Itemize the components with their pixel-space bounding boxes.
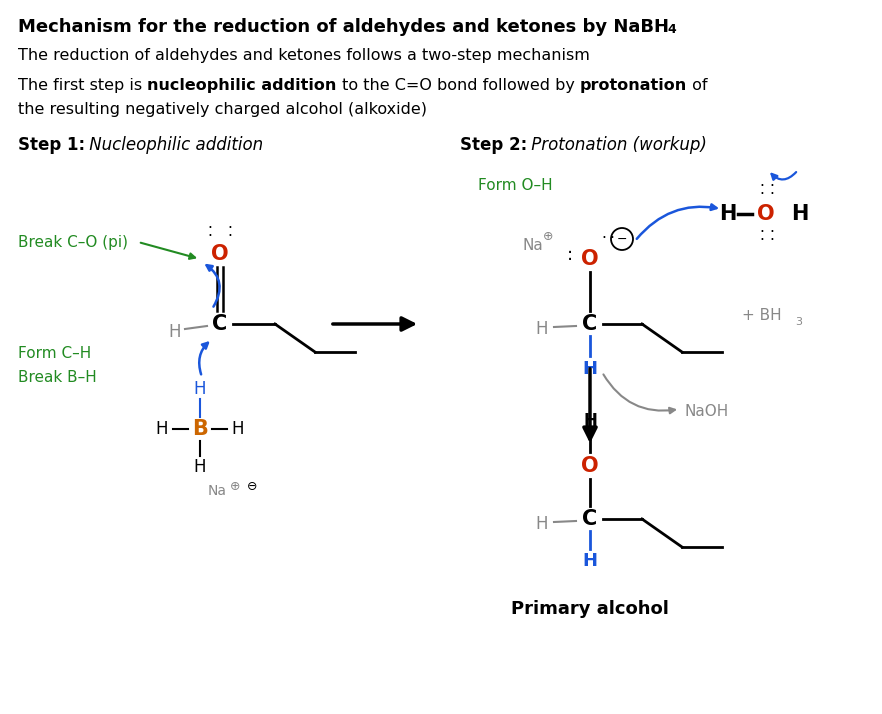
Text: NaOH: NaOH xyxy=(685,405,729,420)
Text: O: O xyxy=(211,244,228,264)
Text: Break C–O (pi): Break C–O (pi) xyxy=(18,234,128,249)
Text: H: H xyxy=(168,323,181,341)
Text: ⊕: ⊕ xyxy=(229,481,240,493)
Text: H: H xyxy=(582,360,597,378)
Text: O: O xyxy=(581,249,599,269)
Text: Protonation (workup): Protonation (workup) xyxy=(526,136,706,154)
Text: O: O xyxy=(757,204,774,224)
Text: C: C xyxy=(582,314,598,334)
Text: the resulting negatively charged alcohol (alkoxide): the resulting negatively charged alcohol… xyxy=(18,102,427,117)
Text: ·: · xyxy=(609,231,615,246)
Text: ·: · xyxy=(602,231,607,246)
Text: 3: 3 xyxy=(795,317,802,327)
Text: :: : xyxy=(567,246,573,264)
Text: B: B xyxy=(192,419,208,439)
Text: ·: · xyxy=(759,233,765,248)
Text: Form C–H: Form C–H xyxy=(18,346,91,361)
Text: H: H xyxy=(583,412,597,430)
Text: H: H xyxy=(156,420,168,438)
Text: H: H xyxy=(232,420,244,438)
Text: H: H xyxy=(194,458,206,476)
Text: −: − xyxy=(617,233,627,246)
Text: H: H xyxy=(720,204,736,224)
Text: Mechanism for the reduction of aldehydes and ketones by NaBH: Mechanism for the reduction of aldehydes… xyxy=(18,18,669,36)
Text: nucleophilic addition: nucleophilic addition xyxy=(147,78,337,93)
Text: ·: · xyxy=(770,233,774,248)
Text: Na: Na xyxy=(208,484,227,498)
Text: Form O–H: Form O–H xyxy=(478,178,553,193)
Text: of: of xyxy=(687,78,707,93)
Text: ·: · xyxy=(759,179,765,194)
Text: C: C xyxy=(582,509,598,529)
Text: The reduction of aldehydes and ketones follows a two-step mechanism: The reduction of aldehydes and ketones f… xyxy=(18,48,590,63)
Text: ·: · xyxy=(770,186,774,201)
Text: 4: 4 xyxy=(667,23,676,36)
Text: H: H xyxy=(535,515,549,533)
Text: ·: · xyxy=(228,221,233,236)
Text: H: H xyxy=(582,552,597,570)
Text: ·: · xyxy=(770,179,774,194)
Text: Nucleophilic addition: Nucleophilic addition xyxy=(84,136,263,154)
Text: H: H xyxy=(791,204,809,224)
Text: ⊖: ⊖ xyxy=(247,481,258,493)
Text: ·: · xyxy=(207,221,213,236)
Text: Primary alcohol: Primary alcohol xyxy=(511,600,669,618)
Text: H: H xyxy=(535,320,549,338)
Text: Break B–H: Break B–H xyxy=(18,371,97,386)
Text: + BH: + BH xyxy=(742,308,781,323)
Text: The first step is: The first step is xyxy=(18,78,147,93)
Text: Na: Na xyxy=(522,238,542,253)
Text: Step 2:: Step 2: xyxy=(460,136,527,154)
Text: ·: · xyxy=(228,228,233,243)
Text: ·: · xyxy=(207,228,213,243)
Text: protonation: protonation xyxy=(579,78,687,93)
Text: Step 1:: Step 1: xyxy=(18,136,86,154)
Text: H: H xyxy=(194,380,206,398)
Text: ·: · xyxy=(759,186,765,201)
Text: O: O xyxy=(581,456,599,476)
Text: ⊕: ⊕ xyxy=(542,231,553,243)
Text: ·: · xyxy=(759,226,765,241)
Text: ·: · xyxy=(770,226,774,241)
Text: to the C=O bond followed by: to the C=O bond followed by xyxy=(337,78,579,93)
Text: C: C xyxy=(213,314,228,334)
